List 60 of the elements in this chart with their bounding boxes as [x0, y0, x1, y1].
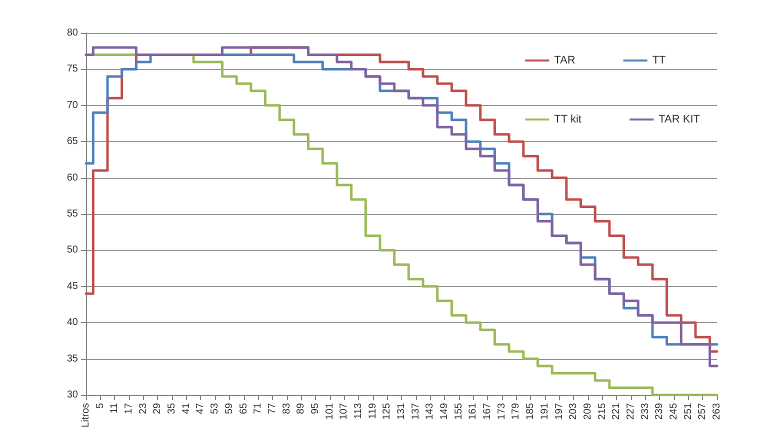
- x-tick-label: 113: [352, 402, 364, 419]
- y-tick-label: 55: [66, 208, 78, 220]
- x-tick-label: 251: [682, 402, 694, 420]
- legend-label: TAR: [554, 54, 576, 66]
- x-tick-label: 245: [668, 402, 680, 420]
- x-tick-label: 149: [439, 402, 450, 420]
- x-tick-label: 35: [166, 402, 178, 414]
- x-tick-label: 179: [510, 402, 522, 420]
- x-tick-label: 263: [712, 402, 722, 420]
- x-tick-label: 197: [554, 402, 565, 420]
- x-tick-label: 173: [496, 402, 508, 420]
- x-tick-label: 137: [410, 402, 422, 420]
- y-tick-label: 40: [66, 317, 78, 328]
- x-tick-label: 203: [568, 402, 580, 420]
- legend-label: TAR KIT: [658, 114, 700, 126]
- y-tick-label: 75: [66, 64, 78, 75]
- x-tick-label: 11: [109, 402, 120, 414]
- x-tick-label: 143: [424, 402, 436, 420]
- x-tick-label: 167: [482, 402, 494, 420]
- x-tick-label: 161: [468, 402, 479, 420]
- x-tick-label: 17: [124, 402, 135, 414]
- x-tick-label: 47: [195, 402, 206, 414]
- x-tick-label: 155: [453, 402, 464, 420]
- x-tick-label: 71: [252, 402, 264, 414]
- x-tick-label: 119: [367, 402, 378, 419]
- legend-label: TT: [652, 54, 666, 66]
- y-tick-label: 35: [66, 353, 78, 364]
- x-tick-label: 89: [296, 402, 307, 414]
- x-tick-label: 227: [625, 402, 636, 420]
- x-tick-label: 257: [697, 402, 708, 420]
- x-tick-label: 83: [281, 402, 292, 414]
- x-tick-label: 131: [396, 402, 407, 420]
- x-tick-label: 233: [640, 402, 651, 420]
- x-tick-label: 65: [238, 402, 250, 414]
- x-tick-label: 107: [338, 402, 350, 420]
- x-tick-label: 29: [152, 402, 164, 414]
- x-tick-label: 221: [611, 402, 622, 420]
- y-tick-label: 50: [66, 244, 78, 256]
- y-tick-label: 45: [66, 280, 78, 292]
- x-tick-label: Litros: [80, 403, 92, 428]
- x-tick-label: 185: [525, 402, 536, 420]
- y-tick-label: 30: [66, 390, 78, 400]
- x-tick-label: 125: [382, 402, 393, 420]
- x-tick-label: 95: [310, 402, 321, 414]
- legend-label: TT kit: [554, 114, 582, 126]
- x-tick-label: 215: [596, 402, 608, 420]
- x-tick-label: 77: [266, 402, 278, 414]
- x-tick-label: 239: [654, 402, 666, 420]
- x-tick-label: 53: [210, 402, 221, 414]
- x-tick-label: 5: [94, 402, 106, 409]
- x-tick-label: 41: [180, 402, 192, 414]
- y-tick-label: 65: [66, 136, 78, 148]
- y-tick-label: 60: [66, 172, 78, 184]
- x-tick-label: 101: [324, 402, 336, 420]
- x-tick-label: 59: [224, 402, 235, 414]
- x-tick-label: 23: [138, 402, 149, 414]
- x-tick-label: 209: [582, 402, 594, 420]
- y-tick-label: 70: [66, 100, 78, 111]
- y-tick-label: 80: [66, 28, 78, 38]
- x-tick-label: 191: [539, 402, 550, 420]
